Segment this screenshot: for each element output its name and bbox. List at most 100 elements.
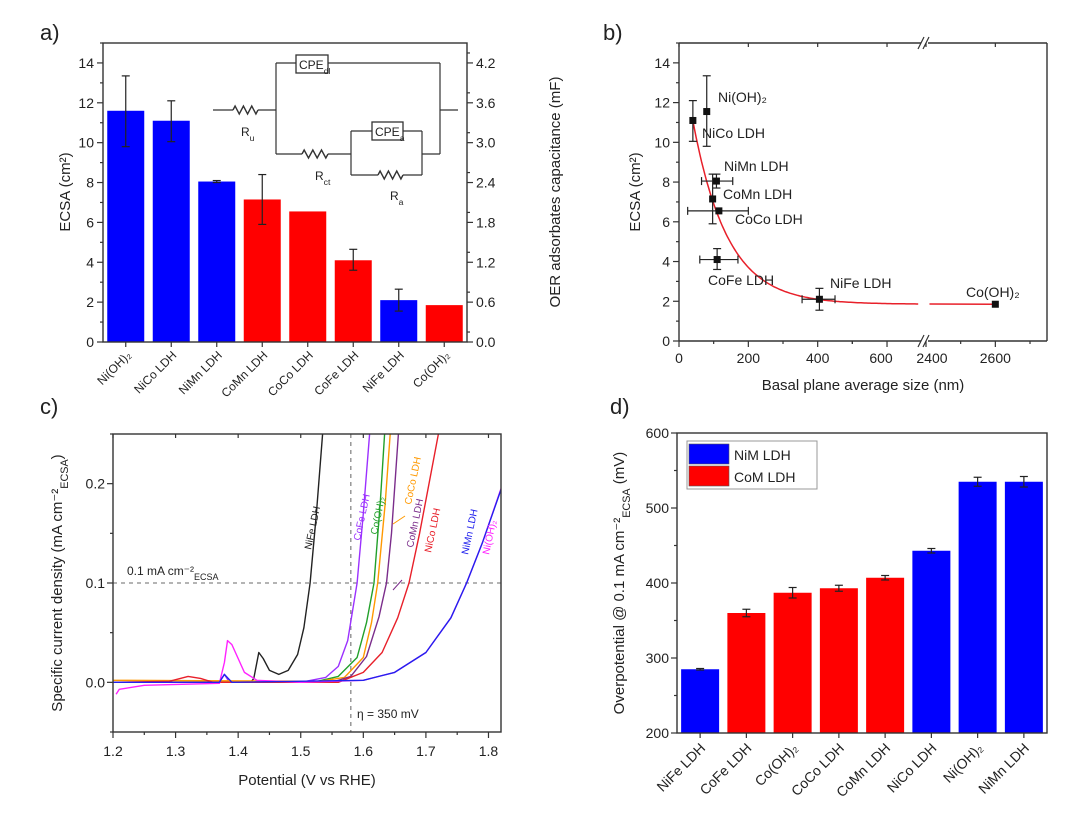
x-tick-label: 400 bbox=[806, 350, 830, 366]
cpe-dl-label: CPEdl bbox=[299, 58, 330, 76]
y-tick-label: 500 bbox=[646, 500, 670, 516]
fit-curve bbox=[692, 120, 919, 305]
bar bbox=[773, 592, 812, 733]
x-tick-label: 0 bbox=[675, 350, 683, 366]
data-point bbox=[713, 256, 721, 264]
series-line bbox=[113, 434, 371, 683]
x-tick-label: CoFe LDH bbox=[311, 348, 361, 398]
y-tick-label: 14 bbox=[78, 55, 94, 71]
axis-break-mark bbox=[917, 36, 925, 50]
right-y-axis-title: OER adsorbates capacitance (mF) bbox=[547, 77, 564, 308]
bar bbox=[107, 110, 145, 342]
point-label: NiCo LDH bbox=[702, 125, 765, 141]
cpe-a-label: CPEa bbox=[375, 125, 405, 143]
x-tick-label: CoMn LDH bbox=[218, 348, 270, 400]
bar bbox=[152, 120, 190, 343]
y-axis-title-main: Overpotential @ 0.1 mA cm⁻² bbox=[611, 518, 628, 715]
x-tick-label: NiFe LDH bbox=[360, 348, 407, 395]
panel-label: d) bbox=[610, 394, 630, 419]
legend-swatch bbox=[688, 443, 730, 465]
y-axis-title-main: Specific current density (mA cm⁻² bbox=[49, 489, 66, 712]
hline-label-sub: ECSA bbox=[194, 572, 219, 582]
right-y-tick-label: 0.6 bbox=[476, 294, 496, 310]
bar bbox=[819, 588, 858, 733]
r-a-label-sub: a bbox=[399, 197, 404, 207]
series-label: NiCo LDH bbox=[423, 507, 443, 553]
y-tick-label: 600 bbox=[646, 425, 670, 441]
right-y-tick-label: 1.8 bbox=[476, 214, 496, 230]
data-point bbox=[991, 300, 999, 308]
x-tick-label: 1.7 bbox=[416, 743, 436, 759]
y-axis-title: Specific current density (mA cm⁻²ECSA) bbox=[49, 454, 71, 711]
bar bbox=[958, 481, 997, 733]
x-tick-label: NiMn LDH bbox=[975, 740, 1032, 797]
x-tick-label: CoCo LDH bbox=[265, 348, 316, 399]
point-label: Ni(OH)₂ bbox=[718, 89, 767, 105]
x-tick-label: Ni(OH)₂ bbox=[94, 348, 134, 388]
bar bbox=[289, 211, 327, 342]
label-arrow bbox=[392, 579, 403, 591]
x-tick-label: 1.5 bbox=[291, 743, 311, 759]
r-a-label: Ra bbox=[390, 189, 404, 207]
right-y-tick-label: 1.2 bbox=[476, 254, 496, 270]
x-tick-label: NiCo LDH bbox=[884, 740, 940, 796]
x-axis-title: Potential (V vs RHE) bbox=[238, 772, 376, 789]
y-tick-label: 2 bbox=[662, 293, 670, 309]
y-tick-label: 200 bbox=[646, 725, 670, 741]
x-tick-label: NiCo LDH bbox=[131, 348, 179, 396]
r-ct-label-sub: ct bbox=[324, 177, 331, 187]
y-tick-label: 4 bbox=[86, 254, 94, 270]
y-tick-label: 300 bbox=[646, 650, 670, 666]
right-y-axis-title-main: OER adsorbates capacitance (mF) bbox=[547, 77, 564, 308]
r-ct-label-main: R bbox=[315, 169, 324, 183]
data-point bbox=[689, 116, 697, 124]
series-line bbox=[113, 434, 440, 683]
y-tick-label: 12 bbox=[654, 95, 670, 111]
point-label: NiFe LDH bbox=[830, 275, 891, 291]
r-u-label-main: R bbox=[241, 125, 250, 139]
panel-b-ecsa-vs-size-scatter: b) 0 2 4 6 8 10 12 14 0 200 400 600 2400 2600 Basal pla… bbox=[603, 20, 1048, 394]
y-tick-label: 10 bbox=[654, 134, 670, 150]
x-tick-label: Ni(OH)₂ bbox=[940, 740, 986, 786]
x-tick-label: 2400 bbox=[916, 350, 947, 366]
vline-label: η = 350 mV bbox=[357, 707, 419, 721]
x-tick-label: 1.4 bbox=[228, 743, 248, 759]
y-axis-title-sub: ECSA bbox=[59, 459, 71, 489]
y-tick-label: 0 bbox=[86, 334, 94, 350]
point-label: NiMn LDH bbox=[724, 158, 789, 174]
legend-label: CoM LDH bbox=[734, 469, 795, 485]
label-arrow bbox=[392, 515, 406, 525]
bar bbox=[425, 305, 463, 342]
bar bbox=[727, 613, 766, 733]
x-tick-label: 1.8 bbox=[479, 743, 499, 759]
cpe-a-label-main: CPE bbox=[375, 125, 400, 139]
cpe-dl-label-main: CPE bbox=[299, 58, 324, 72]
point-label: CoCo LDH bbox=[735, 211, 803, 227]
y-tick-label: 0 bbox=[662, 333, 670, 349]
y-axis-title: ECSA (cm²) bbox=[57, 152, 74, 231]
legend-swatch bbox=[688, 465, 730, 487]
series-line bbox=[113, 434, 400, 683]
y-tick-label: 2 bbox=[86, 294, 94, 310]
cpe-dl-label-sub: dl bbox=[324, 66, 331, 76]
x-axis-title: Basal plane average size (nm) bbox=[762, 377, 965, 394]
data-point bbox=[815, 295, 823, 303]
legend: NiM LDH CoM LDH bbox=[686, 440, 818, 490]
data-point bbox=[712, 177, 720, 185]
data-point bbox=[715, 207, 723, 215]
y-tick-label: 12 bbox=[78, 95, 94, 111]
data-point bbox=[709, 195, 717, 203]
x-tick-label: 2600 bbox=[980, 350, 1011, 366]
panel-label: c) bbox=[40, 394, 58, 419]
series-label: Co(OH)₂ bbox=[369, 496, 388, 536]
right-y-tick-label: 0.0 bbox=[476, 334, 496, 350]
r-u-label: Ru bbox=[241, 125, 255, 143]
y-axis-title-sub: ECSA bbox=[621, 488, 633, 518]
series-label: NiFe LDH bbox=[303, 505, 323, 550]
legend-label: NiM LDH bbox=[734, 447, 791, 463]
y-axis-title-end: (mV) bbox=[611, 452, 628, 489]
point-label: Co(OH)₂ bbox=[966, 284, 1020, 300]
